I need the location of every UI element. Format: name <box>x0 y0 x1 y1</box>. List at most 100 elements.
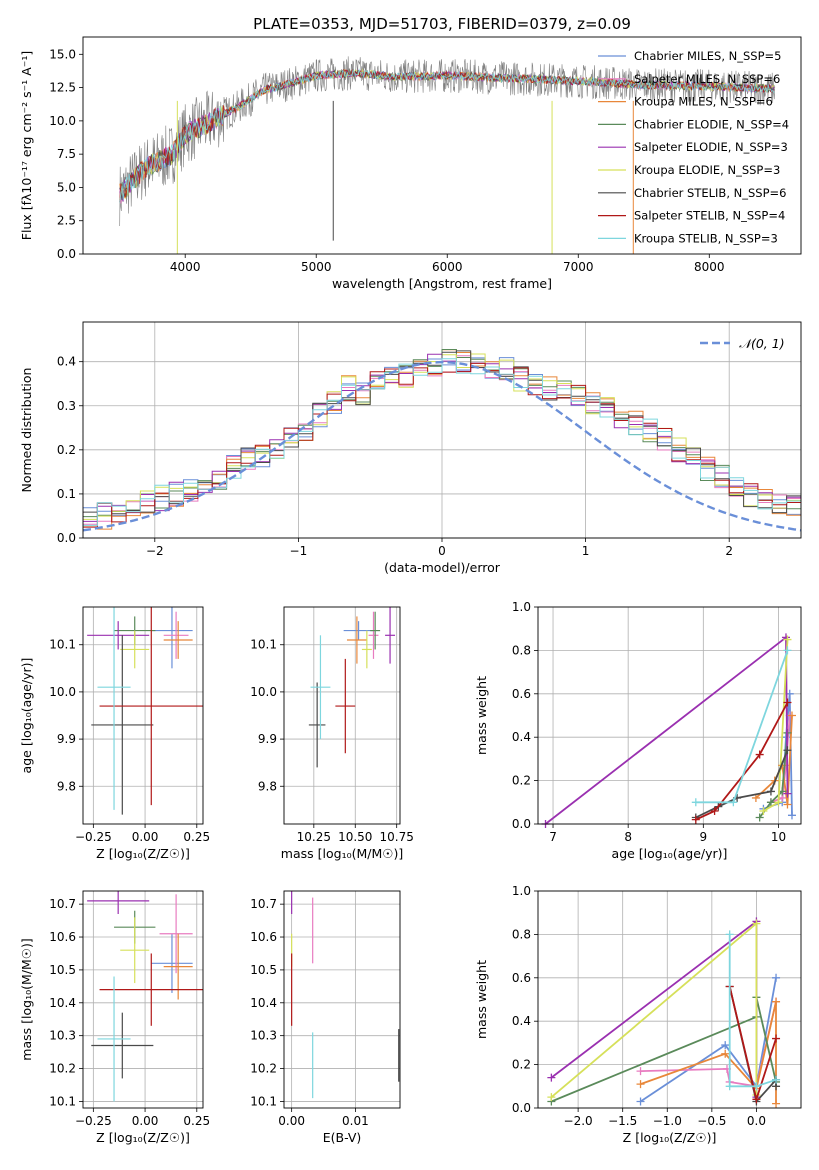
errorbar-point <box>97 976 131 1102</box>
legend-label: Chabrier STELIB, N_SSP=6 <box>634 186 786 200</box>
x-tick-label: 7000 <box>563 260 594 274</box>
y-tick-label: 1.0 <box>512 600 531 614</box>
spectrum-lines <box>119 56 776 254</box>
x-tick-label: 9 <box>699 830 707 844</box>
y-tick-label: 0.4 <box>512 730 531 744</box>
mass-weight-marker <box>772 973 781 982</box>
y-tick-label: 10.2 <box>250 1062 277 1076</box>
errorbars <box>87 607 203 815</box>
mass-weight-marker <box>772 1034 781 1043</box>
model-spectrum-line <box>119 69 775 203</box>
errorbar-point <box>87 621 150 650</box>
mass-weight-marker <box>759 806 768 815</box>
mass-weight-line <box>695 650 789 804</box>
y-tick-label: 10.1 <box>250 638 277 652</box>
x-tick-label: 2 <box>725 544 733 558</box>
errorbar-point <box>97 607 131 810</box>
y-tick-label: 10.5 <box>49 963 76 977</box>
mass-weight-marker <box>772 997 781 1006</box>
x-tick-label: 8000 <box>694 260 725 274</box>
y-tick-label: 10.3 <box>49 1029 76 1043</box>
y-tick-label: 10.0 <box>49 685 76 699</box>
y-tick-label: 10.1 <box>49 1094 76 1108</box>
histogram-group <box>83 349 801 532</box>
y-tick-label: 10.2 <box>49 1062 76 1076</box>
x-axis-label: (data-model)/error <box>384 560 501 575</box>
mass-weight-marker <box>772 1099 781 1108</box>
errorbar-point <box>335 658 356 754</box>
x-axis-label: wavelength [Angstrom, rest frame] <box>332 276 552 291</box>
mass-weight-marker <box>752 1095 761 1104</box>
chart-title: PLATE=0353, MJD=51703, FIBERID=0379, z=0… <box>253 15 631 33</box>
mass-weight-marker <box>752 919 761 928</box>
plot-frame <box>82 321 802 539</box>
mass-weight-marker <box>710 806 719 815</box>
weight-lines <box>547 917 781 1108</box>
plot-frame <box>283 890 401 1109</box>
mass-vs-Z-panel: −0.25 0.00 0.25 10.1 10.2 10.3 10.4 10.5 10.6 10.… <box>19 890 210 1145</box>
x-tick-label: 0.25 <box>183 1114 210 1128</box>
errorbar-point <box>120 630 150 669</box>
model-spectrum-line <box>119 69 775 201</box>
plot-frame <box>82 606 204 825</box>
mass-weight-line <box>728 934 777 1088</box>
x-tick-label: 6000 <box>432 260 463 274</box>
residual-histogram <box>83 358 801 531</box>
legend-label: 𝒩(0, 1) <box>739 336 785 351</box>
errorbar-point <box>159 894 193 974</box>
y-tick-label: 10.0 <box>250 685 277 699</box>
y-tick-label: 0.1 <box>57 487 76 501</box>
mass-weight-marker <box>783 646 792 655</box>
errorbars <box>291 891 400 1099</box>
plot-frame <box>537 606 802 825</box>
mass-weight-marker <box>752 1082 761 1091</box>
mass-weight-marker <box>636 1080 645 1089</box>
errorbar-point <box>310 635 331 740</box>
mass-weight-line <box>640 977 777 1103</box>
y-tick-label: 7.5 <box>57 147 76 161</box>
plot-frame <box>82 890 204 1109</box>
y-tick-label: 0.2 <box>57 443 76 457</box>
model-spectrum-line <box>119 68 775 201</box>
mass-vs-EBV-panel: 0.00 0.01 10.1 10.2 10.3 10.4 10.5 10.6 10.7 E(B-… <box>250 890 401 1145</box>
mass-weight-marker <box>725 1082 734 1091</box>
y-tick-label: 10.1 <box>250 1094 277 1108</box>
y-tick-label: 10.7 <box>250 897 277 911</box>
errorbar-point <box>120 917 150 984</box>
y-tick-label: 0.8 <box>512 927 531 941</box>
y-tick-label: 15.0 <box>49 47 76 61</box>
y-tick-label: 0.6 <box>512 971 531 985</box>
y-tick-label: 0.2 <box>512 774 531 788</box>
y-tick-label: 1.0 <box>512 884 531 898</box>
y-tick-label: 9.9 <box>258 732 277 746</box>
mass-weight-marker <box>547 1093 556 1102</box>
errorbar-point <box>163 611 189 659</box>
x-tick-label: 1 <box>582 544 590 558</box>
x-tick-label: 0.00 <box>278 1114 305 1128</box>
mass-weight-marker <box>783 789 792 798</box>
errorbar-point <box>308 682 326 768</box>
mass-weight-marker <box>636 1097 645 1106</box>
mass-weight-marker <box>721 1041 730 1050</box>
y-tick-label: 0.4 <box>512 1014 531 1028</box>
errorbar-point <box>151 933 193 993</box>
x-tick-label: 10.25 <box>297 830 331 844</box>
y-tick-label: 10.4 <box>250 996 277 1010</box>
x-tick-label: −0.25 <box>75 1114 112 1128</box>
errorbar-point <box>91 1012 154 1079</box>
y-tick-label: 10.0 <box>49 114 76 128</box>
residual-histogram <box>83 350 801 531</box>
residuals-panel: −2 −1 0 1 2 0.0 0.1 0.2 0.3 0.4 (data-model)/error… <box>19 321 802 575</box>
mass-weight-marker <box>636 1067 645 1076</box>
x-axis-label: age [log₁₀(age/yr)] <box>612 846 728 861</box>
legend-label: Chabrier MILES, N_SSP=5 <box>634 49 781 63</box>
y-tick-label: 0.6 <box>512 687 531 701</box>
errorbar-point <box>99 953 203 1026</box>
y-tick-label: 0.0 <box>512 1101 531 1115</box>
y-tick-label: 0.8 <box>512 643 531 657</box>
y-axis-label: mass [log₁₀(M/M☉)] <box>19 938 34 1060</box>
massweight-vs-Z-panel: −2.0 −1.5 −1.0 −0.5 0.0 0.0 0.2 0.4 0.6 0.8 1.0 Z [… <box>474 884 802 1145</box>
mass-weight-marker <box>783 698 792 707</box>
x-axis-label: E(B-V) <box>323 1130 362 1145</box>
y-tick-label: 0.0 <box>512 817 531 831</box>
